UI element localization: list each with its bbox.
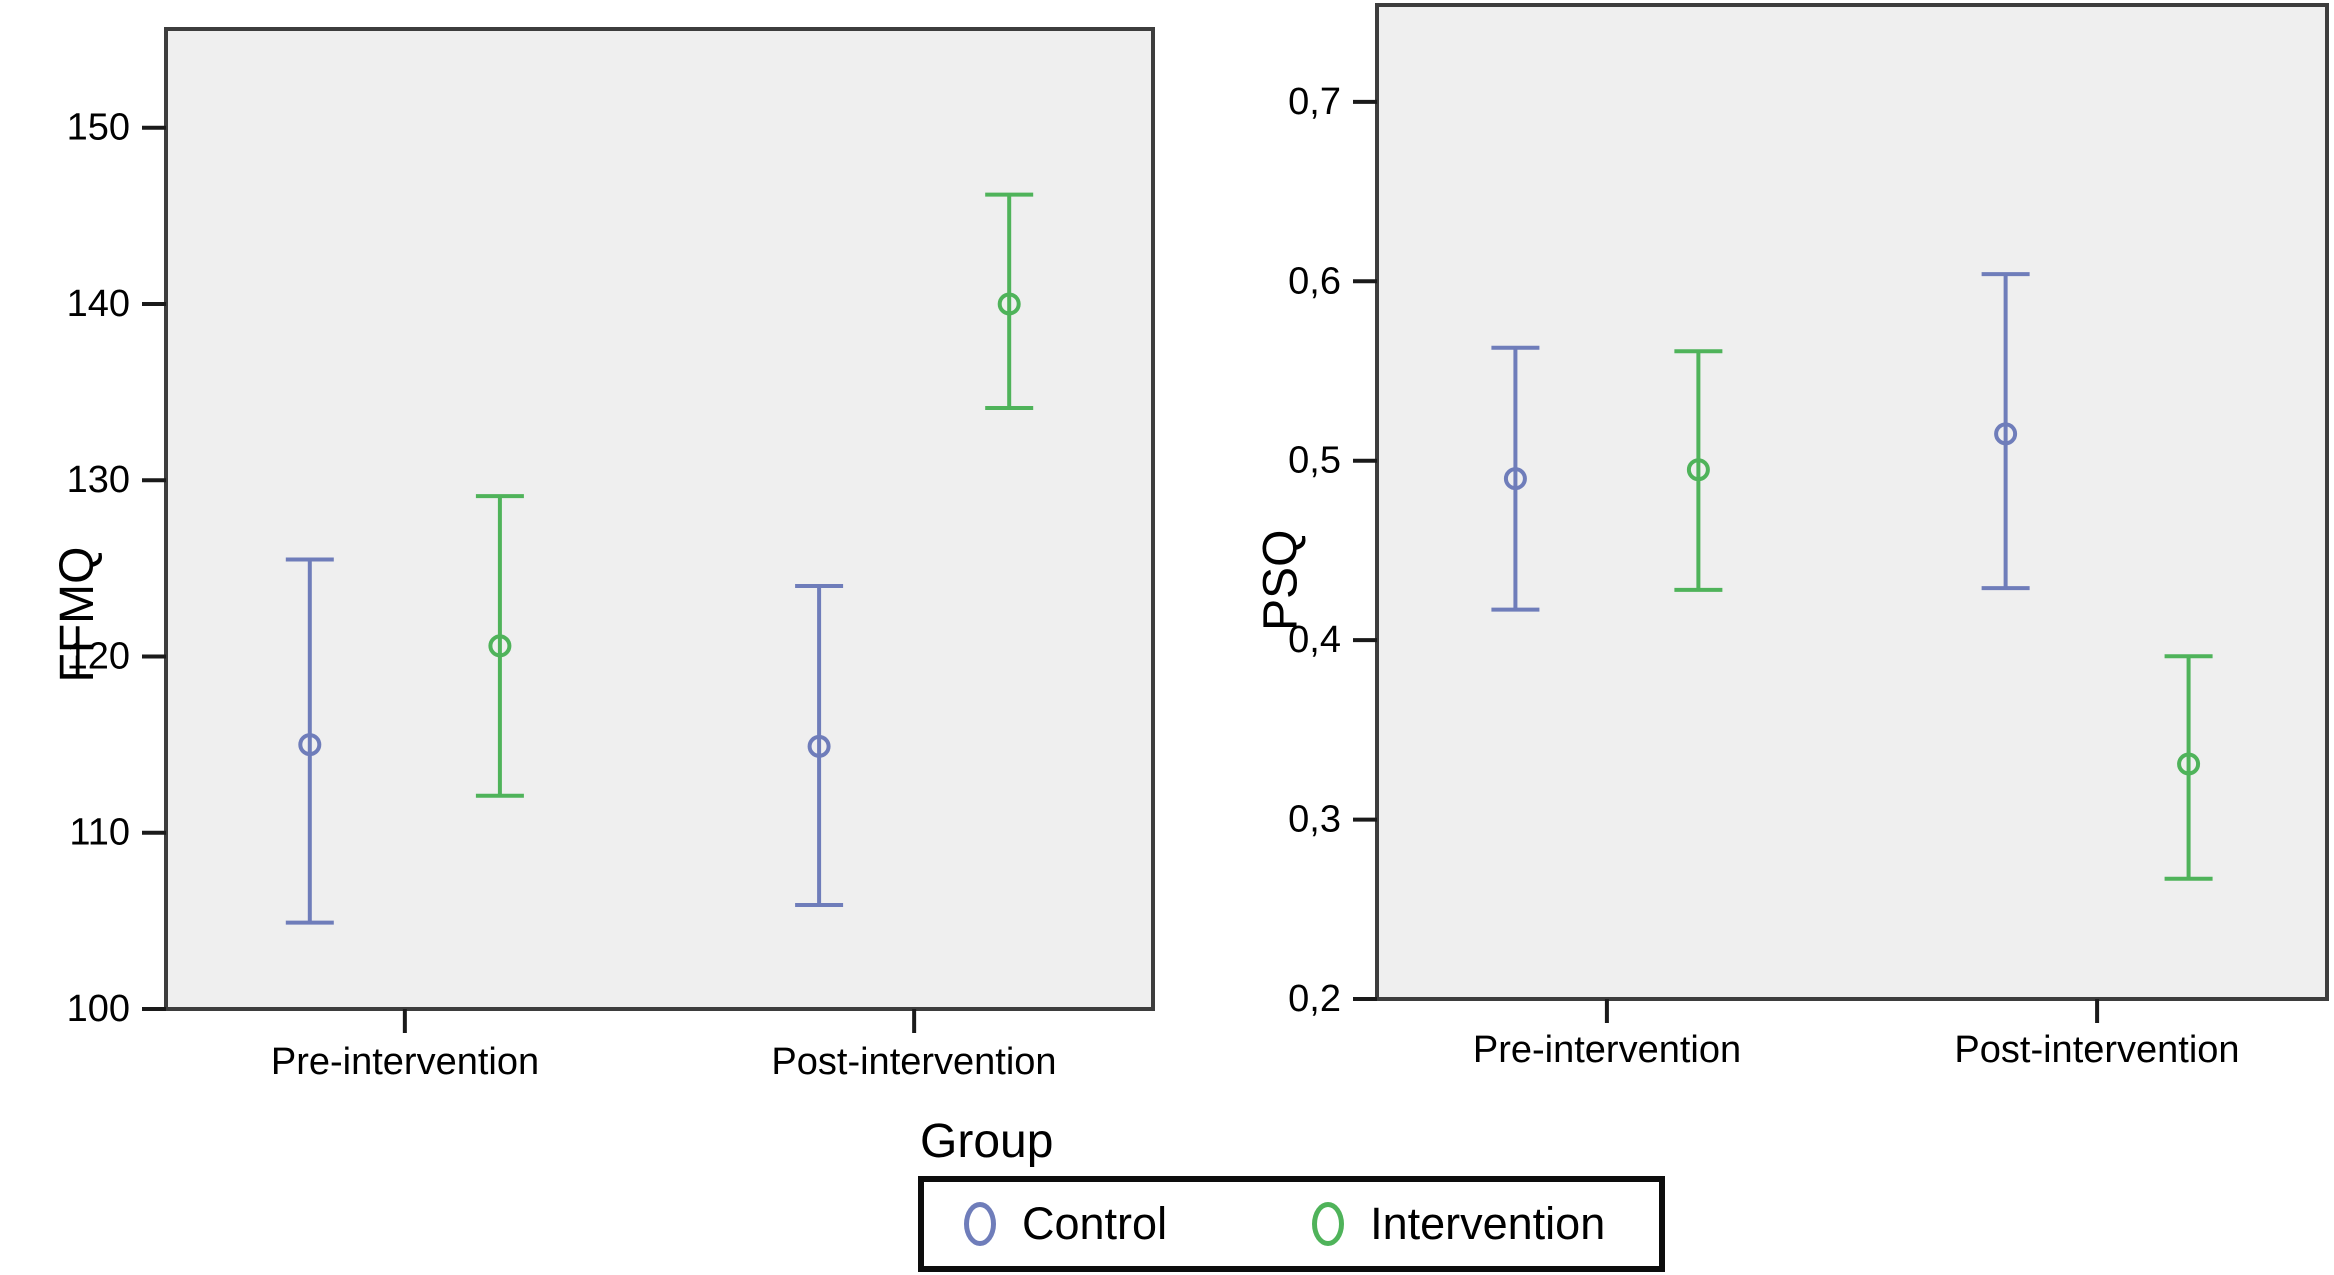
y-axis-title-ffmq: FFMQ — [50, 546, 104, 683]
control-circle-icon — [964, 1202, 996, 1246]
mean-marker-intervention-post-intervention — [2177, 752, 2201, 776]
y-tick-label: 100 — [67, 988, 130, 1030]
x-category-label-post-intervention-left: Post-intervention — [771, 1041, 1057, 1083]
x-category-label-pre-intervention-left: Pre-intervention — [270, 1041, 540, 1083]
y-tick-label: 140 — [67, 283, 130, 325]
y-tick-label: 0,7 — [1288, 81, 1341, 123]
intervention-circle-icon — [1312, 1202, 1345, 1246]
legend-entry-control: Control — [964, 1198, 1167, 1250]
y-tick-label: 130 — [67, 459, 130, 501]
mean-marker-control-pre-intervention — [1503, 467, 1527, 491]
plot-area-ffmq — [164, 27, 1155, 1011]
legend: Control Intervention — [918, 1176, 1665, 1272]
mean-marker-intervention-post-intervention — [997, 292, 1021, 316]
mean-marker-control-post-intervention — [807, 734, 831, 758]
legend-title: Group — [920, 1115, 1054, 1168]
y-tick-label: 0,3 — [1288, 799, 1341, 841]
y-tick-label: 0,5 — [1288, 440, 1341, 482]
y-tick-label: 0,4 — [1288, 619, 1341, 661]
x-category-label-pre-intervention-right: Pre-intervention — [1472, 1029, 1742, 1071]
y-axis-title-psq: PSQ — [1254, 529, 1308, 631]
y-tick-label: 110 — [69, 812, 130, 854]
mean-marker-control-post-intervention — [1994, 422, 2018, 446]
x-category-label-post-intervention-right: Post-intervention — [1954, 1029, 2240, 1071]
mean-marker-intervention-pre-intervention — [488, 634, 512, 658]
mean-marker-control-pre-intervention — [298, 733, 322, 757]
y-tick-label: 0,2 — [1288, 978, 1341, 1020]
y-tick-label: 150 — [67, 107, 130, 149]
y-tick-label: 0,6 — [1288, 260, 1341, 302]
mean-marker-intervention-pre-intervention — [1686, 458, 1710, 482]
plot-area-psq — [1375, 3, 2329, 1001]
y-tick-label: 120 — [67, 635, 130, 677]
legend-label-control: Control — [1022, 1198, 1168, 1249]
legend-entry-intervention: Intervention — [1312, 1198, 1605, 1250]
legend-label-intervention: Intervention — [1370, 1198, 1606, 1249]
